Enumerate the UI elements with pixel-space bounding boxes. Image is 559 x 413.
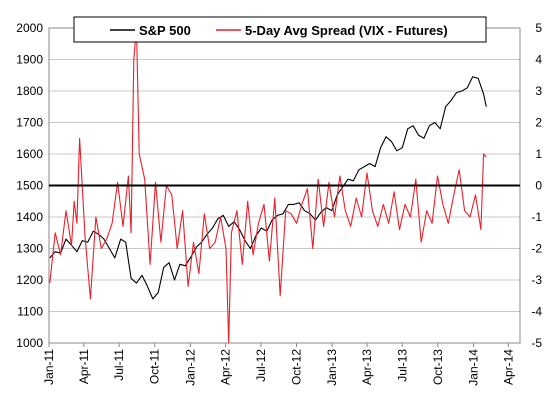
legend-label-sp500: S&P 500 <box>139 23 191 38</box>
y-right-tick-label: 2 <box>535 116 542 130</box>
y-left-tick-label: 1200 <box>16 273 43 287</box>
x-tick-label: Jan-11 <box>42 349 56 385</box>
y-right-tick-label: -4 <box>531 305 542 319</box>
x-tick-label: Oct-12 <box>290 349 304 385</box>
y-right-tick-label: -2 <box>531 242 542 256</box>
series-line-spread <box>49 27 487 344</box>
y-left-tick-label: 1400 <box>16 210 43 224</box>
legend: S&P 500 5-Day Avg Spread (VIX - Futures) <box>73 16 487 43</box>
y-right-tick-label: -1 <box>531 210 542 224</box>
x-tick-label: Jan-12 <box>183 349 197 386</box>
x-tick-label: Apr-14 <box>501 349 515 385</box>
y-left-tick-label: 2000 <box>16 21 43 35</box>
x-tick-label: Apr-13 <box>360 349 374 385</box>
series-line-sp500 <box>49 76 487 300</box>
y-right-tick-label: 4 <box>535 53 542 67</box>
x-tick-label: Oct-13 <box>431 349 445 385</box>
x-tick-label: Apr-11 <box>77 349 91 384</box>
y-right-tick-label: 1 <box>535 147 542 161</box>
y-left-tick-label: 1100 <box>17 305 43 319</box>
x-tick-label: Jul-13 <box>395 349 409 382</box>
y-left-tick-label: 1300 <box>16 242 43 256</box>
y-right-tick-label: 5 <box>535 21 542 35</box>
y-left-tick-label: 1600 <box>16 147 43 161</box>
y-right-tick-label: -3 <box>531 273 542 287</box>
y-right-tick-label: 3 <box>535 84 542 98</box>
legend-label-spread: 5-Day Avg Spread (VIX - Futures) <box>245 23 448 38</box>
legend-box <box>73 16 487 43</box>
x-tick-label: Jul-12 <box>254 349 268 382</box>
series-group <box>49 27 487 344</box>
tick-labels: 1000 1100 1200 1300 1400 1500 1600 1700 1800 1900… <box>16 21 542 386</box>
y-right-tick-label: -5 <box>531 336 542 350</box>
y-left-tick-label: 1900 <box>16 53 43 67</box>
x-tick-label: Apr-12 <box>219 349 233 385</box>
x-tick-label: Jan-14 <box>467 349 481 386</box>
y-left-tick-label: 1800 <box>16 84 43 98</box>
y-left-tick-label: 1000 <box>16 336 43 350</box>
y-right-tick-label: 0 <box>535 179 542 193</box>
x-tick-label: Jul-11 <box>112 349 126 381</box>
x-tick-label: Jan-13 <box>325 349 339 386</box>
y-left-tick-label: 1500 <box>16 179 43 193</box>
x-tick-label: Oct-11 <box>148 349 162 384</box>
y-left-tick-label: 1700 <box>16 116 43 130</box>
